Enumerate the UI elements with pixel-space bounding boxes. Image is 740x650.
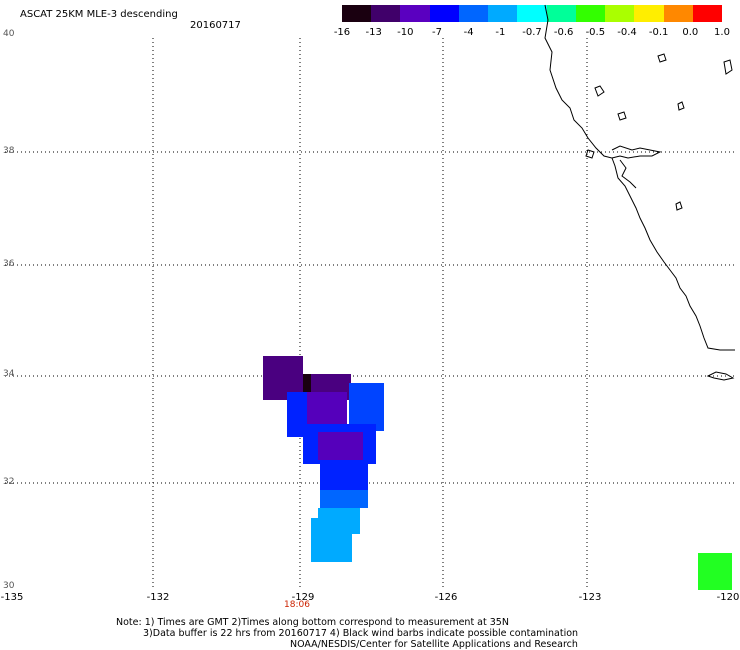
colorbar-tick-label: -13 (365, 27, 382, 38)
colorbar-segment (488, 5, 518, 22)
colorbar-segment (663, 5, 693, 22)
date-label: 20160717 (190, 20, 241, 31)
colorbar-tick-label: 0.0 (682, 27, 699, 38)
swath-cell (287, 392, 307, 437)
title: ASCAT 25KM MLE-3 descending (20, 9, 178, 20)
colorbar-segment (458, 5, 489, 22)
lon-label: -120 (716, 592, 740, 603)
colorbar-tick-label: -4 (463, 27, 474, 38)
lat-label: 36 (3, 259, 15, 269)
lat-label: 34 (3, 369, 15, 379)
lon-label: -126 (434, 592, 458, 603)
lat-gridlines (5, 151, 735, 484)
coastline (544, 4, 735, 381)
lat-label: 30 (3, 581, 15, 591)
lon-label: -123 (578, 592, 602, 603)
note-line-3: NOAA/NESDIS/Center for Satellite Applica… (290, 639, 578, 650)
swath-cell (303, 374, 311, 392)
lon-label: -135 (0, 592, 24, 603)
swath-cell (307, 392, 347, 424)
colorbar-segment (605, 5, 635, 22)
colorbar-segment (575, 5, 606, 22)
colorbar-tick-label: -10 (397, 27, 414, 38)
note-line-1: Note: 1) Times are GMT 2)Times along bot… (116, 617, 509, 628)
colorbar-segment (634, 5, 664, 22)
colorbar-tick-label: -0.1 (648, 27, 669, 38)
colorbar-tick-label: -0.5 (585, 27, 606, 38)
lat-label: 32 (3, 477, 15, 487)
colorbar-tick-label: -0.4 (617, 27, 637, 38)
colorbar-tick-label: -0.6 (553, 27, 574, 38)
swath-cell (320, 490, 368, 508)
colorbar-tick-label: 1.0 (714, 27, 730, 38)
colorbar-tick-label: -1 (495, 27, 506, 38)
colorbar-segment (342, 5, 372, 22)
colorbar-tick-label: -7 (432, 27, 442, 38)
swath-cell (318, 432, 363, 460)
colorbar-segment (400, 5, 430, 22)
time-label: 18:06 (284, 600, 310, 610)
lon-label: -132 (146, 592, 170, 603)
lon-gridlines (152, 38, 588, 590)
colorbar-tick-label: -16 (333, 27, 351, 38)
lat-label: 38 (3, 146, 15, 156)
swath-cell (349, 383, 384, 431)
colorbar (342, 5, 723, 22)
lat-label: 40 (3, 29, 15, 39)
note-line-2: 3)Data buffer is 22 hrs from 20160717 4)… (143, 628, 579, 639)
wind-swath (263, 356, 384, 562)
colorbar-segment (371, 5, 401, 22)
colorbar-segment (429, 5, 459, 22)
lon-label: -129 (291, 592, 315, 603)
swath-cell (311, 518, 352, 562)
colorbar-segment (692, 5, 723, 22)
colorbar-segment (517, 5, 547, 22)
green-cell (698, 553, 732, 590)
colorbar-tick-label: -0.7 (522, 27, 542, 38)
colorbar-segment (546, 5, 576, 22)
